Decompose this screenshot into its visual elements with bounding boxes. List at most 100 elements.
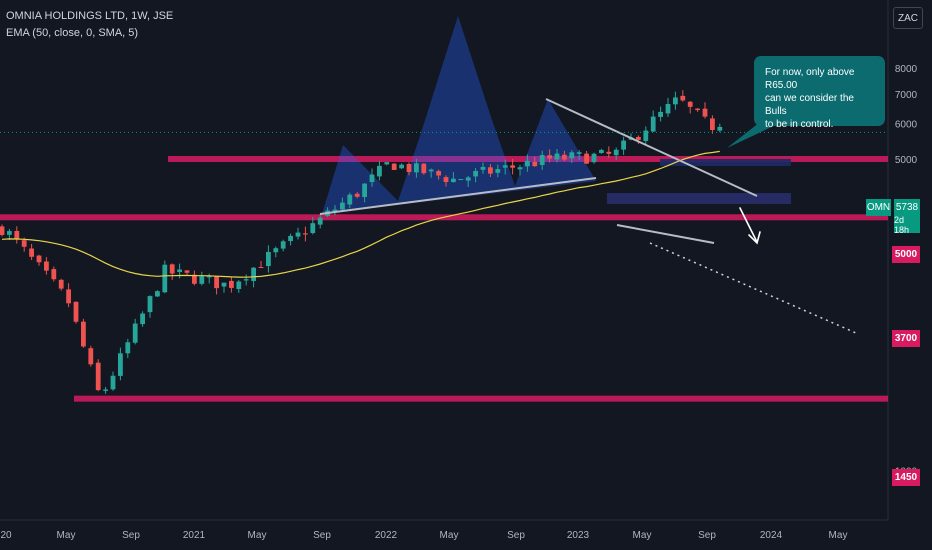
candle-body [206, 276, 212, 278]
candle-body [103, 389, 108, 391]
candle-body [236, 281, 242, 290]
candle-body [140, 313, 145, 325]
annotation-line-3: to be in control. [765, 119, 834, 130]
resistance-zone [660, 159, 791, 166]
horizontal-level-1450 [74, 395, 888, 402]
candle-body [436, 171, 441, 176]
x-tick-label: May [829, 530, 848, 541]
candle-body [0, 226, 5, 235]
x-tick-label: 20 [0, 530, 12, 541]
candle-body [125, 342, 131, 354]
candle-body [591, 153, 597, 163]
candle-body [562, 154, 567, 160]
candle-body [480, 166, 486, 170]
candle-body [288, 235, 293, 242]
candle-body [547, 155, 552, 159]
candle-body [458, 179, 464, 181]
x-tick-label: May [248, 530, 267, 541]
candle-body [569, 152, 575, 159]
projection-dotted-line [649, 242, 857, 334]
candle-body [162, 264, 168, 293]
candle-body [451, 178, 456, 183]
candle-body [369, 174, 375, 183]
candle-body [354, 193, 360, 197]
x-tick-label: 2023 [567, 530, 590, 541]
level-tag-5000: 5000 [892, 246, 920, 263]
candle-body [221, 282, 227, 287]
candle-body [421, 163, 427, 174]
candle-body [517, 167, 523, 170]
candle-body [118, 353, 123, 376]
candle-body [66, 289, 71, 304]
down-arrow-icon [739, 207, 761, 245]
candle-body [613, 149, 619, 156]
candle-body [44, 261, 49, 271]
candle-body [310, 223, 316, 234]
candle-body [391, 163, 397, 170]
candle-body [295, 232, 301, 237]
candle-body [88, 348, 94, 365]
candle-body [510, 165, 515, 168]
x-tick-label: May [440, 530, 459, 541]
candle-body [14, 230, 20, 240]
candle-body [554, 153, 560, 160]
y-tick-label: 5000 [895, 155, 918, 166]
x-tick-label: Sep [122, 530, 140, 541]
candle-body [229, 280, 234, 288]
candle-body [251, 267, 256, 282]
candle-body [51, 269, 57, 280]
candle-body [673, 97, 678, 105]
bar-countdown-tag: 2d 18h [894, 215, 920, 235]
candle-body [184, 270, 190, 273]
candle-body [465, 177, 471, 181]
last-price-tag: 5738 [894, 199, 920, 216]
candle-body [710, 118, 715, 130]
candle-body [606, 151, 612, 154]
x-tick-label: Sep [313, 530, 331, 541]
candle-body [266, 251, 271, 267]
candle-body [340, 202, 345, 210]
candle-body [443, 177, 449, 183]
currency-button[interactable]: ZAC [893, 7, 923, 29]
candle-body [406, 164, 412, 173]
candle-body [273, 248, 279, 253]
candle-body [192, 274, 197, 284]
chart-legend: OMNIA HOLDINGS LTD, 1W, JSE EMA (50, clo… [6, 8, 173, 42]
candle-body [384, 162, 390, 165]
candle-body [525, 160, 530, 167]
candle-body [584, 153, 589, 164]
symbol-title: OMNIA HOLDINGS LTD, 1W, JSE [6, 10, 174, 22]
x-tick-label: Sep [698, 530, 716, 541]
candle-body [665, 104, 671, 114]
x-tick-label: 2022 [375, 530, 398, 541]
candle-body [147, 296, 153, 313]
horizontal-level-5000 [168, 155, 888, 162]
candle-body [680, 95, 686, 101]
candle-body [29, 248, 34, 257]
candle-body [177, 269, 182, 273]
candle-body [7, 231, 12, 235]
y-tick-label: 8000 [895, 64, 918, 75]
lower-trendline [616, 224, 715, 244]
x-tick-label: Sep [507, 530, 525, 541]
candle-body [280, 241, 286, 249]
candle-body [473, 170, 478, 177]
candle-body [414, 163, 419, 173]
indicator-label: EMA (50, close, 0, SMA, 5) [6, 27, 139, 39]
candle-body [303, 233, 308, 235]
y-tick-label: 7000 [895, 90, 918, 101]
candle-body [362, 183, 367, 198]
candle-body [377, 165, 382, 177]
candle-body [21, 240, 27, 247]
ticker-tag: OMN [866, 199, 891, 216]
candle-body [621, 140, 626, 150]
candle-body [428, 169, 434, 172]
candle-body [155, 291, 160, 297]
candle-body [58, 279, 64, 289]
candle-body [502, 165, 508, 168]
level-tag-1450: 1450 [892, 469, 920, 486]
annotation-line-2: can we consider the Bulls [765, 93, 854, 117]
candle-body [532, 161, 538, 167]
candle-body [36, 255, 42, 263]
annotation-callout: For now, only above R65.00 can we consid… [754, 56, 885, 130]
